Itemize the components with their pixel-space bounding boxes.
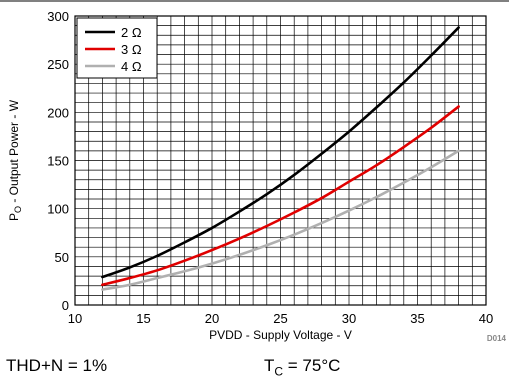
legend: 2 Ω 3 Ω 4 Ω (76, 17, 158, 79)
y-tick-label: 150 (47, 154, 69, 169)
chart: 10 15 20 25 30 35 40 0 50 100 150 200 250 300 2 Ω 3 Ω 4… (0, 0, 509, 343)
x-tick-label: 35 (410, 311, 424, 326)
thdn-condition: THD+N = 1% (6, 356, 108, 375)
x-tick-label: 20 (205, 311, 219, 326)
plot-frame (74, 15, 487, 306)
series-line (101, 149, 460, 291)
legend-label: 4 Ω (121, 59, 142, 74)
x-axis-label: PVDD - Supply Voltage - V (209, 328, 352, 342)
y-tick-label: 300 (47, 9, 69, 24)
y-axis-label-rest: - Output Power - W (7, 99, 21, 206)
y-tick-label: 0 (62, 298, 69, 313)
legend-label: 2 Ω (121, 25, 142, 40)
x-tick-label: 10 (68, 311, 82, 326)
y-axis-label-main: P (7, 213, 21, 221)
legend-label: 3 Ω (121, 42, 142, 57)
tc-rest: = 75°C (283, 356, 341, 375)
series-line (101, 26, 460, 279)
series-lines (101, 26, 460, 291)
tc-main: T (264, 356, 275, 375)
y-axis-label: PO - Output Power - W (7, 99, 23, 221)
y-tick-label: 250 (47, 57, 69, 72)
tc-sub: C (274, 364, 284, 379)
case-temperature-condition: TC = 75°C (264, 356, 340, 378)
y-tick-label: 50 (55, 250, 69, 265)
x-tick-label: 30 (342, 311, 356, 326)
y-tick-label: 100 (47, 202, 69, 217)
figure-code: D014 (487, 334, 507, 343)
y-axis-label-sub: O (13, 206, 23, 213)
x-tick-label: 25 (273, 311, 287, 326)
tick-labels: 10 15 20 25 30 35 40 0 50 100 150 200 250 300 (47, 9, 493, 326)
y-tick-label: 200 (47, 105, 69, 120)
series-line (101, 105, 460, 287)
x-tick-label: 15 (136, 311, 150, 326)
x-tick-label: 40 (479, 311, 493, 326)
